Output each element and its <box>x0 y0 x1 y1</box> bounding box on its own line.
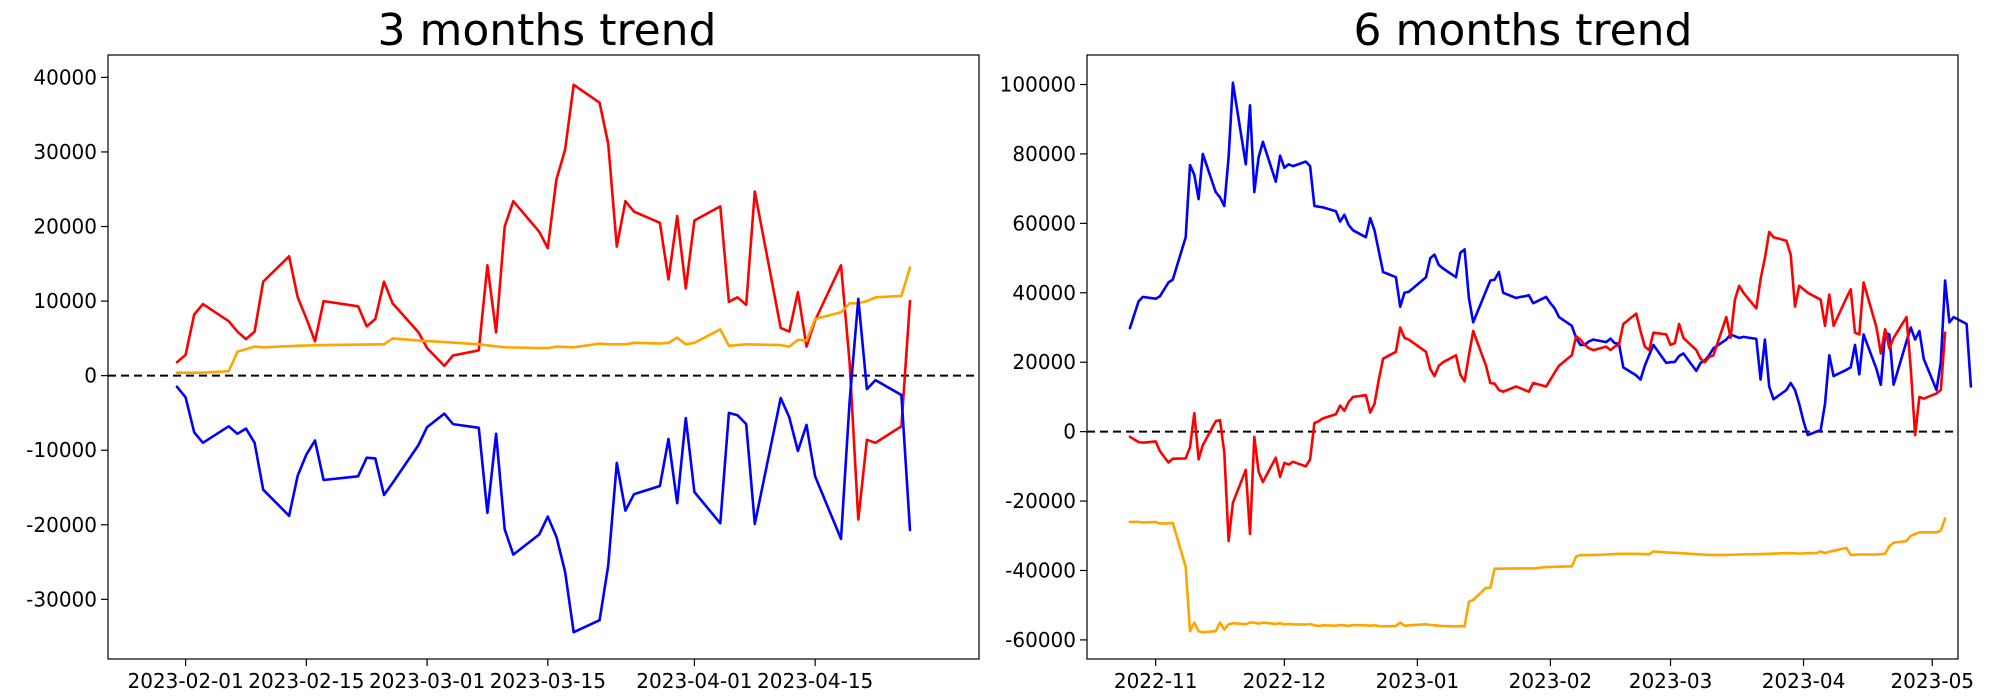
y-tick-label: 0 <box>84 364 97 388</box>
x-tick-label: 2023-04-15 <box>757 669 873 693</box>
series-line-1 <box>1128 230 1947 543</box>
x-tick-label: 2023-03-01 <box>369 669 485 693</box>
y-tick-label: -60000 <box>1005 628 1076 652</box>
x-tick-label: 2022-12 <box>1243 669 1327 693</box>
x-tick-label: 2023-02-01 <box>127 669 243 693</box>
x-tick-label: 2022-11 <box>1114 669 1198 693</box>
y-tick-label: 20000 <box>33 215 97 239</box>
y-tick-label: 30000 <box>33 140 97 164</box>
y-tick-label: 80000 <box>1012 142 1076 166</box>
x-tick-label: 2023-04 <box>1762 669 1846 693</box>
series-line-2 <box>175 297 912 634</box>
chart-title: 6 months trend <box>1354 5 1693 56</box>
chart-6-months: 6 months trend -60000 -40000 -20000 0 20000 4… <box>1000 5 1974 693</box>
x-tick-label: 2023-03 <box>1629 669 1713 693</box>
y-tick-label: -20000 <box>26 513 97 537</box>
x-tick-label: 2023-02 <box>1509 669 1593 693</box>
y-tick-label: 60000 <box>1012 211 1076 235</box>
y-tick-label: 100000 <box>1000 73 1076 97</box>
chart-title: 3 months trend <box>378 5 717 56</box>
y-tick-label: 20000 <box>1012 350 1076 374</box>
x-tick-label: 2023-02-15 <box>248 669 364 693</box>
y-tick-label: 40000 <box>33 65 97 89</box>
plot-frame <box>107 54 980 660</box>
x-tick-label: 2023-05 <box>1890 669 1974 693</box>
x-tick-label: 2023-03-15 <box>490 669 606 693</box>
y-tick-label: -20000 <box>1005 489 1076 513</box>
y-tick-label: 10000 <box>33 289 97 313</box>
y-tick-label: 40000 <box>1012 281 1076 305</box>
y-tick-label: 0 <box>1063 420 1076 444</box>
x-tick-label: 2023-01 <box>1376 669 1460 693</box>
y-tick-label: -30000 <box>26 587 97 611</box>
x-tick-label: 2023-04-01 <box>636 669 752 693</box>
series-line-2 <box>1128 517 1947 634</box>
y-tick-label: -40000 <box>1005 558 1076 582</box>
series-line-0 <box>1128 81 1973 437</box>
series-line-0 <box>175 83 912 521</box>
plot-frame <box>1086 54 1959 660</box>
chart-3-months: 3 months trend -30000 -20000 -10000 0 10000 2… <box>26 5 980 693</box>
series-line-1 <box>175 266 912 374</box>
y-tick-label: -10000 <box>26 438 97 462</box>
